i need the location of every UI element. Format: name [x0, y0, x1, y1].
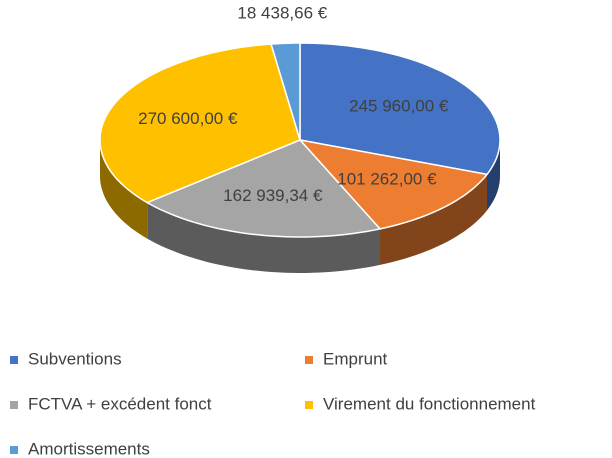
pie-slice-side — [100, 140, 148, 239]
pie-slice — [145, 139, 382, 238]
legend-label: Amortissements — [28, 439, 150, 458]
data-label: 101 262,00 € — [337, 170, 437, 189]
data-label: 162 939,34 € — [223, 186, 323, 205]
data-label: 18 438,66 € — [237, 3, 327, 22]
pie-slice — [270, 42, 301, 141]
legend-label: FCTVA + excédent fonct — [28, 394, 212, 413]
legend-swatch — [305, 401, 313, 409]
legend-swatch — [10, 356, 18, 364]
legend-swatch — [10, 401, 18, 409]
data-label: 245 960,00 € — [349, 96, 449, 115]
legend-label: Subventions — [28, 349, 122, 368]
legend-swatch — [10, 446, 18, 454]
pie-slice-side — [380, 174, 487, 265]
legend-label: Emprunt — [323, 349, 388, 368]
legend-swatch — [305, 356, 313, 364]
data-label: 270 600,00 € — [138, 109, 238, 128]
pie-slice — [299, 42, 501, 176]
pie-slice-side — [147, 202, 380, 273]
legend-label: Virement du fonctionnement — [323, 394, 536, 413]
pie-slice — [297, 138, 489, 230]
pie-slice — [99, 43, 301, 204]
